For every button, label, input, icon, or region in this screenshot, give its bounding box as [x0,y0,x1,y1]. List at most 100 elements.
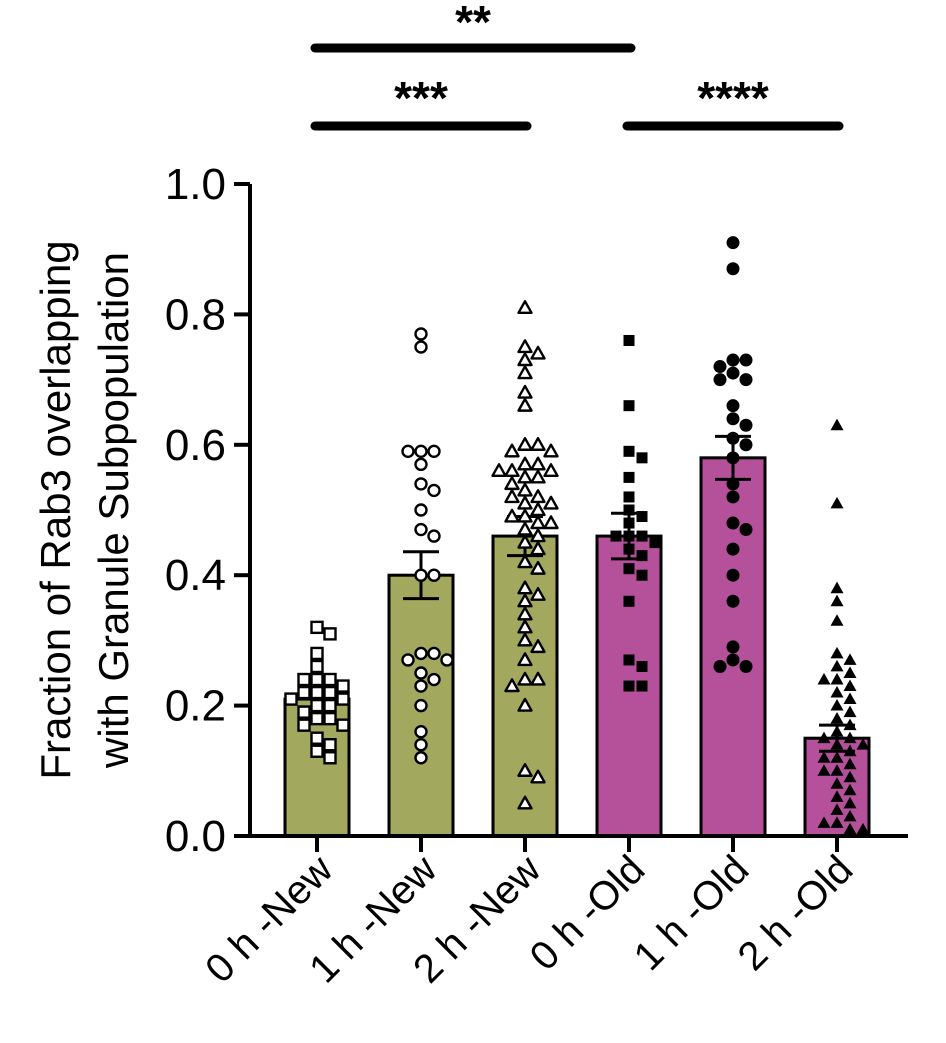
data-point [297,705,311,719]
data-point [726,594,740,608]
data-point [504,443,520,458]
data-point [323,698,337,713]
data-point [830,672,844,685]
data-point [504,489,520,504]
data-point [414,522,428,537]
data-point [323,711,337,726]
data-point [636,452,648,464]
data-point [856,822,870,835]
y-tick-label: 0.8 [165,290,226,339]
data-point [310,646,324,661]
x-tick-label: 0 h -Old [522,847,654,979]
data-point [726,516,740,530]
data-point [726,412,740,426]
data-point [297,718,311,732]
data-point [843,783,857,796]
data-point [530,469,546,484]
data-point [414,444,428,459]
data-point [530,586,546,601]
data-point [543,443,559,458]
data-point [414,327,428,341]
data-point [623,595,635,607]
data-point [843,822,857,835]
data-point [336,692,350,706]
data-point [830,790,844,802]
data-point [414,738,428,752]
data-point [427,444,441,459]
data-point [830,614,844,626]
data-point [530,456,546,471]
data-point [636,511,648,523]
data-point [414,568,428,582]
data-point [817,816,831,828]
data-point [414,666,428,680]
data-point [843,809,857,822]
data-point [530,489,546,504]
data-point [427,529,441,543]
data-point [623,654,635,666]
y-axis-label: Fraction of Rab3 overlapping with Granul… [32,240,137,779]
data-point [726,640,740,654]
data-point [414,698,428,713]
data-point [517,365,533,380]
data-point [323,738,337,752]
data-point [297,685,311,700]
y-axis-label-line-1: Fraction of Rab3 overlapping [32,240,79,779]
data-point [284,692,298,706]
data-point [830,646,844,659]
data-point [830,803,844,815]
data-point [843,757,857,770]
data-point [817,751,831,763]
data-point [623,491,635,503]
data-point [504,678,520,693]
data-point [623,400,635,412]
data-point [323,751,337,765]
data-point [440,653,454,667]
data-point [530,769,546,784]
data-point [843,692,857,705]
data-point [297,672,311,687]
data-point [427,568,441,582]
data-point [401,444,415,459]
data-point [713,360,727,374]
data-point [323,672,337,687]
data-point [530,502,546,517]
data-point [856,738,870,750]
data-point [517,652,533,667]
y-tick-label: 0.4 [165,551,226,600]
data-point [517,606,533,621]
data-point [726,366,740,380]
data-point [726,451,740,465]
data-point [636,680,648,692]
data-point [517,697,533,712]
data-point [504,508,520,523]
data-point [623,334,635,346]
data-point [414,457,428,472]
data-point [517,534,533,549]
data-point [427,672,441,687]
data-point [414,679,428,693]
data-point [830,712,844,724]
data-point [726,236,740,250]
data-point [649,537,661,549]
bars-layer [283,456,871,838]
data-point [726,399,740,413]
data-point [830,659,844,672]
data-point [713,373,727,387]
data-point [310,711,324,726]
data-point [739,418,753,432]
data-point [530,515,546,530]
data-point [491,463,507,478]
data-point [517,339,533,354]
data-point [843,718,857,731]
data-point [414,646,428,661]
data-point [310,698,324,713]
data-point [830,764,844,776]
data-point [830,418,844,431]
data-point [427,483,441,498]
data-point [517,397,533,412]
y-axis-label-line-2: with Granule Subpopulation [90,252,137,769]
data-point [830,594,844,607]
data-point [830,725,844,737]
